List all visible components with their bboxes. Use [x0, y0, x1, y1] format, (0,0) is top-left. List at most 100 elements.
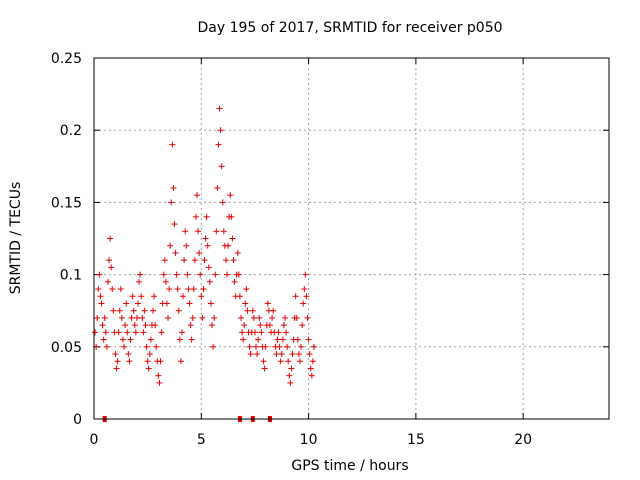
- data-point: [253, 343, 260, 350]
- data-point: [270, 307, 277, 314]
- data-point: [234, 249, 241, 256]
- data-point: [256, 314, 263, 321]
- data-point: [180, 293, 187, 300]
- data-point: [113, 365, 120, 372]
- data-point: [202, 235, 209, 242]
- data-point: [303, 293, 310, 300]
- data-point: [212, 271, 219, 278]
- y-tick-label: 0.1: [60, 268, 82, 284]
- data-point: [106, 257, 113, 264]
- data-point: [275, 329, 282, 336]
- data-point: [101, 314, 108, 321]
- data-point: [103, 343, 110, 350]
- data-point: [300, 300, 307, 307]
- data-point: [162, 278, 169, 285]
- data-point: [128, 314, 135, 321]
- y-tick-label: 0.15: [51, 195, 82, 211]
- data-point: [95, 286, 102, 293]
- data-point: [186, 300, 193, 307]
- y-tick-label: 0.05: [51, 340, 82, 356]
- data-point: [118, 314, 125, 321]
- data-point: [220, 228, 227, 235]
- data-point: [138, 293, 145, 300]
- data-point: [255, 336, 262, 343]
- data-point: [206, 278, 213, 285]
- data-point: [288, 365, 295, 372]
- data-point: [201, 257, 208, 264]
- x-tick-label: 20: [514, 432, 532, 448]
- y-axis-label: SRMTID / TECUs: [8, 182, 24, 295]
- data-point: [310, 343, 317, 350]
- data-point: [306, 351, 313, 358]
- data-point: [229, 235, 236, 242]
- data-point: [92, 329, 99, 336]
- data-point: [156, 379, 163, 386]
- data-point: [277, 358, 284, 365]
- data-point: [143, 343, 150, 350]
- data-point: [170, 184, 177, 191]
- data-point: [137, 271, 144, 278]
- data-point: [158, 329, 165, 336]
- data-point: [194, 192, 200, 199]
- data-point: [205, 264, 212, 271]
- data-point: [145, 365, 152, 372]
- data-point: [136, 278, 143, 285]
- data-point: [107, 235, 114, 242]
- data-point: [144, 358, 151, 365]
- data-point: [188, 336, 195, 343]
- data-point: [139, 314, 146, 321]
- data-point: [125, 351, 132, 358]
- data-point: [109, 286, 116, 293]
- data-point: [269, 314, 276, 321]
- data-point: [228, 213, 235, 220]
- data-point: [207, 300, 214, 307]
- data-point: [231, 278, 238, 285]
- data-point: [127, 336, 134, 343]
- data-point: [129, 293, 136, 300]
- data-point: [297, 358, 303, 365]
- data-point: [266, 322, 273, 329]
- data-point: [217, 127, 224, 134]
- data-point: [285, 358, 292, 365]
- data-point: [307, 365, 314, 372]
- data-point: [213, 228, 220, 235]
- data-point: [132, 329, 139, 336]
- data-point: [94, 314, 101, 321]
- plot-frame: [93, 57, 610, 420]
- data-point: [280, 322, 287, 329]
- data-point: [167, 242, 174, 249]
- x-tick-label: 5: [197, 432, 206, 448]
- data-point: [209, 322, 216, 329]
- data-point: [215, 141, 222, 148]
- data-point: [183, 242, 190, 249]
- data-point: [198, 293, 205, 300]
- data-point: [175, 307, 182, 314]
- data-point: [108, 264, 115, 271]
- data-point: [121, 343, 128, 350]
- data-point: [131, 322, 138, 329]
- data-point: [274, 336, 281, 343]
- data-point: [216, 105, 223, 112]
- data-point: [110, 307, 117, 314]
- data-point: [242, 300, 249, 307]
- data-point: [278, 351, 285, 358]
- x-axis-label: GPS time / hours: [291, 458, 408, 474]
- data-point: [241, 322, 248, 329]
- data-point: [250, 314, 257, 321]
- data-point: [258, 329, 265, 336]
- data-point: [214, 184, 221, 191]
- data-point: [168, 199, 175, 206]
- data-point: [96, 271, 103, 278]
- data-point: [305, 336, 312, 343]
- data-point: [160, 271, 167, 278]
- data-point: [295, 351, 302, 358]
- data-point: [157, 358, 164, 365]
- data-point: [146, 351, 153, 358]
- data-point: [177, 358, 184, 365]
- data-point: [281, 314, 288, 321]
- data-point: [155, 372, 162, 379]
- data-point: [182, 228, 189, 235]
- data-point: [195, 228, 202, 235]
- data-point: [203, 213, 210, 220]
